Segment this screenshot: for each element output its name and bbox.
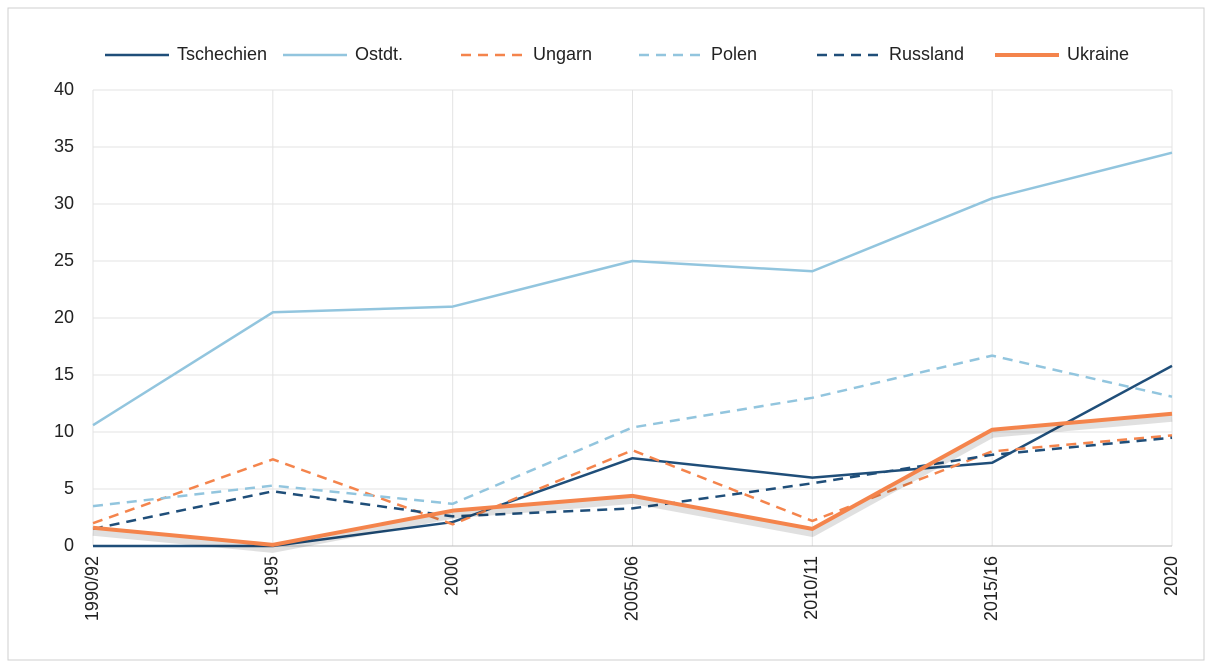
y-tick-label: 25 [54,250,74,270]
legend-label: Ungarn [533,44,592,64]
line-shadow [92,413,1173,553]
y-tick-label: 15 [54,364,74,384]
line-series [92,354,1173,508]
x-tick-label: 2015/16 [981,556,1001,621]
y-tick-label: 35 [54,136,74,156]
legend-label: Russland [889,44,964,64]
y-tick-label: 30 [54,193,74,213]
y-tick-label: 20 [54,307,74,327]
line-series [92,411,1173,547]
legend-label: Tschechien [177,44,267,64]
x-tick-label: 1990/92 [82,556,102,621]
x-tick-label: 2020 [1161,556,1181,596]
y-tick-label: 40 [54,79,74,99]
line-series [92,151,1173,427]
line-series [92,436,1173,531]
x-tick-label: 2000 [441,556,461,596]
legend-label: Ukraine [1067,44,1129,64]
x-tick-label: 2005/06 [621,556,641,621]
y-tick-label: 10 [54,421,74,441]
line-series [92,434,1173,526]
x-tick-label: 2010/11 [801,556,821,620]
y-tick-label: 5 [64,478,74,498]
legend-label: Polen [711,44,757,64]
legend-label: Ostdt. [355,44,403,64]
x-tick-label: 1995 [262,556,282,596]
y-tick-label: 0 [64,535,74,555]
chart-frame [7,7,1205,661]
